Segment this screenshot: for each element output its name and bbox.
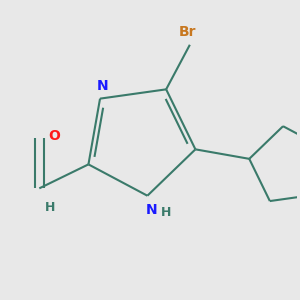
Text: N: N — [146, 203, 158, 218]
Text: O: O — [48, 129, 60, 143]
Text: Br: Br — [179, 25, 196, 39]
Text: H: H — [45, 201, 55, 214]
Text: N: N — [96, 79, 108, 93]
Text: H: H — [161, 206, 172, 219]
